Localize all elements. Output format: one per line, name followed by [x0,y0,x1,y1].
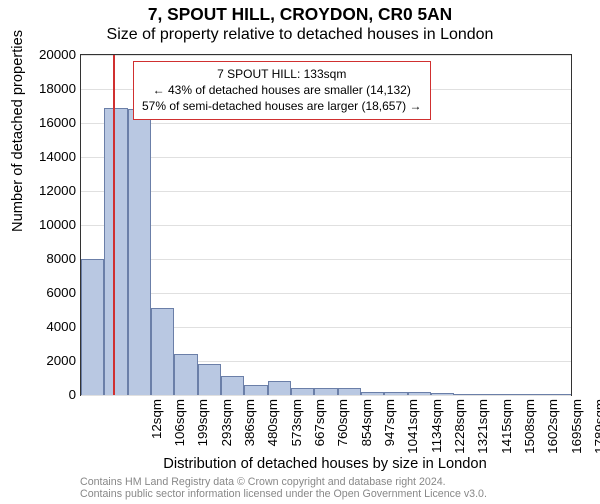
x-tick-label: 1508sqm [522,399,537,459]
histogram-bar [81,259,104,395]
x-tick-label: 293sqm [219,399,234,459]
annotation-line-1: 7 SPOUT HILL: 133sqm [142,66,422,82]
chart-footer: Contains HM Land Registry data © Crown c… [80,476,487,500]
y-axis-label: Number of detached properties [10,216,26,232]
x-tick-label: 480sqm [265,399,280,459]
grid-line [81,259,571,260]
histogram-bar [151,308,174,395]
histogram-bar [361,392,384,395]
histogram-bar [268,381,291,395]
x-tick-label: 1134sqm [429,399,444,459]
y-tick-label: 14000 [32,149,76,164]
annotation-box: 7 SPOUT HILL: 133sqm← 43% of detached ho… [133,61,431,120]
histogram-bar [198,364,221,395]
grid-line [81,395,571,396]
x-tick-label: 573sqm [289,399,304,459]
x-tick-label: 12sqm [149,399,164,459]
y-tick-label: 16000 [32,115,76,130]
x-tick-label: 1789sqm [592,399,600,459]
x-tick-label: 1695sqm [569,399,584,459]
y-tick-label: 12000 [32,183,76,198]
histogram-bar [501,394,524,395]
chart-title-main: 7, SPOUT HILL, CROYDON, CR0 5AN [0,4,600,25]
grid-line [81,191,571,192]
histogram-bar [384,392,407,395]
y-tick-label: 6000 [32,285,76,300]
grid-line [81,55,571,56]
grid-line [81,293,571,294]
histogram-bar [128,109,151,395]
histogram-bar [431,393,454,395]
histogram-bar [314,388,337,395]
histogram-bar [221,376,244,395]
y-tick-label: 2000 [32,353,76,368]
grid-line [81,123,571,124]
y-tick-label: 0 [32,387,76,402]
annotation-line-3: 57% of semi-detached houses are larger (… [142,98,422,114]
histogram-bar [244,385,267,395]
footer-line-1: Contains HM Land Registry data © Crown c… [80,476,487,488]
grid-line [81,225,571,226]
reference-line [113,55,115,395]
x-tick-label: 1415sqm [499,399,514,459]
x-tick-label: 1602sqm [545,399,560,459]
histogram-bar [548,394,571,395]
histogram-bar [104,108,127,395]
x-tick-label: 1228sqm [452,399,467,459]
y-tick-label: 18000 [32,81,76,96]
x-tick-label: 106sqm [172,399,187,459]
x-tick-label: 760sqm [335,399,350,459]
histogram-bar [408,392,431,395]
chart-title-sub: Size of property relative to detached ho… [0,26,600,44]
y-tick-label: 20000 [32,47,76,62]
annotation-line-2: ← 43% of detached houses are smaller (14… [142,82,422,98]
x-tick-label: 667sqm [312,399,327,459]
x-tick-label: 1321sqm [475,399,490,459]
x-tick-label: 1041sqm [405,399,420,459]
histogram-bar [174,354,197,395]
chart-plot-area: 7 SPOUT HILL: 133sqm← 43% of detached ho… [80,54,572,396]
x-tick-label: 386sqm [242,399,257,459]
y-tick-label: 8000 [32,251,76,266]
x-tick-label: 854sqm [359,399,374,459]
grid-line [81,157,571,158]
histogram-bar [454,394,477,395]
histogram-bar [478,394,501,395]
histogram-bar [524,394,547,395]
y-tick-label: 4000 [32,319,76,334]
x-tick-label: 199sqm [195,399,210,459]
histogram-bar [338,388,361,395]
footer-line-2: Contains public sector information licen… [80,488,487,500]
y-tick-label: 10000 [32,217,76,232]
histogram-bar [291,388,314,395]
x-tick-label: 947sqm [382,399,397,459]
